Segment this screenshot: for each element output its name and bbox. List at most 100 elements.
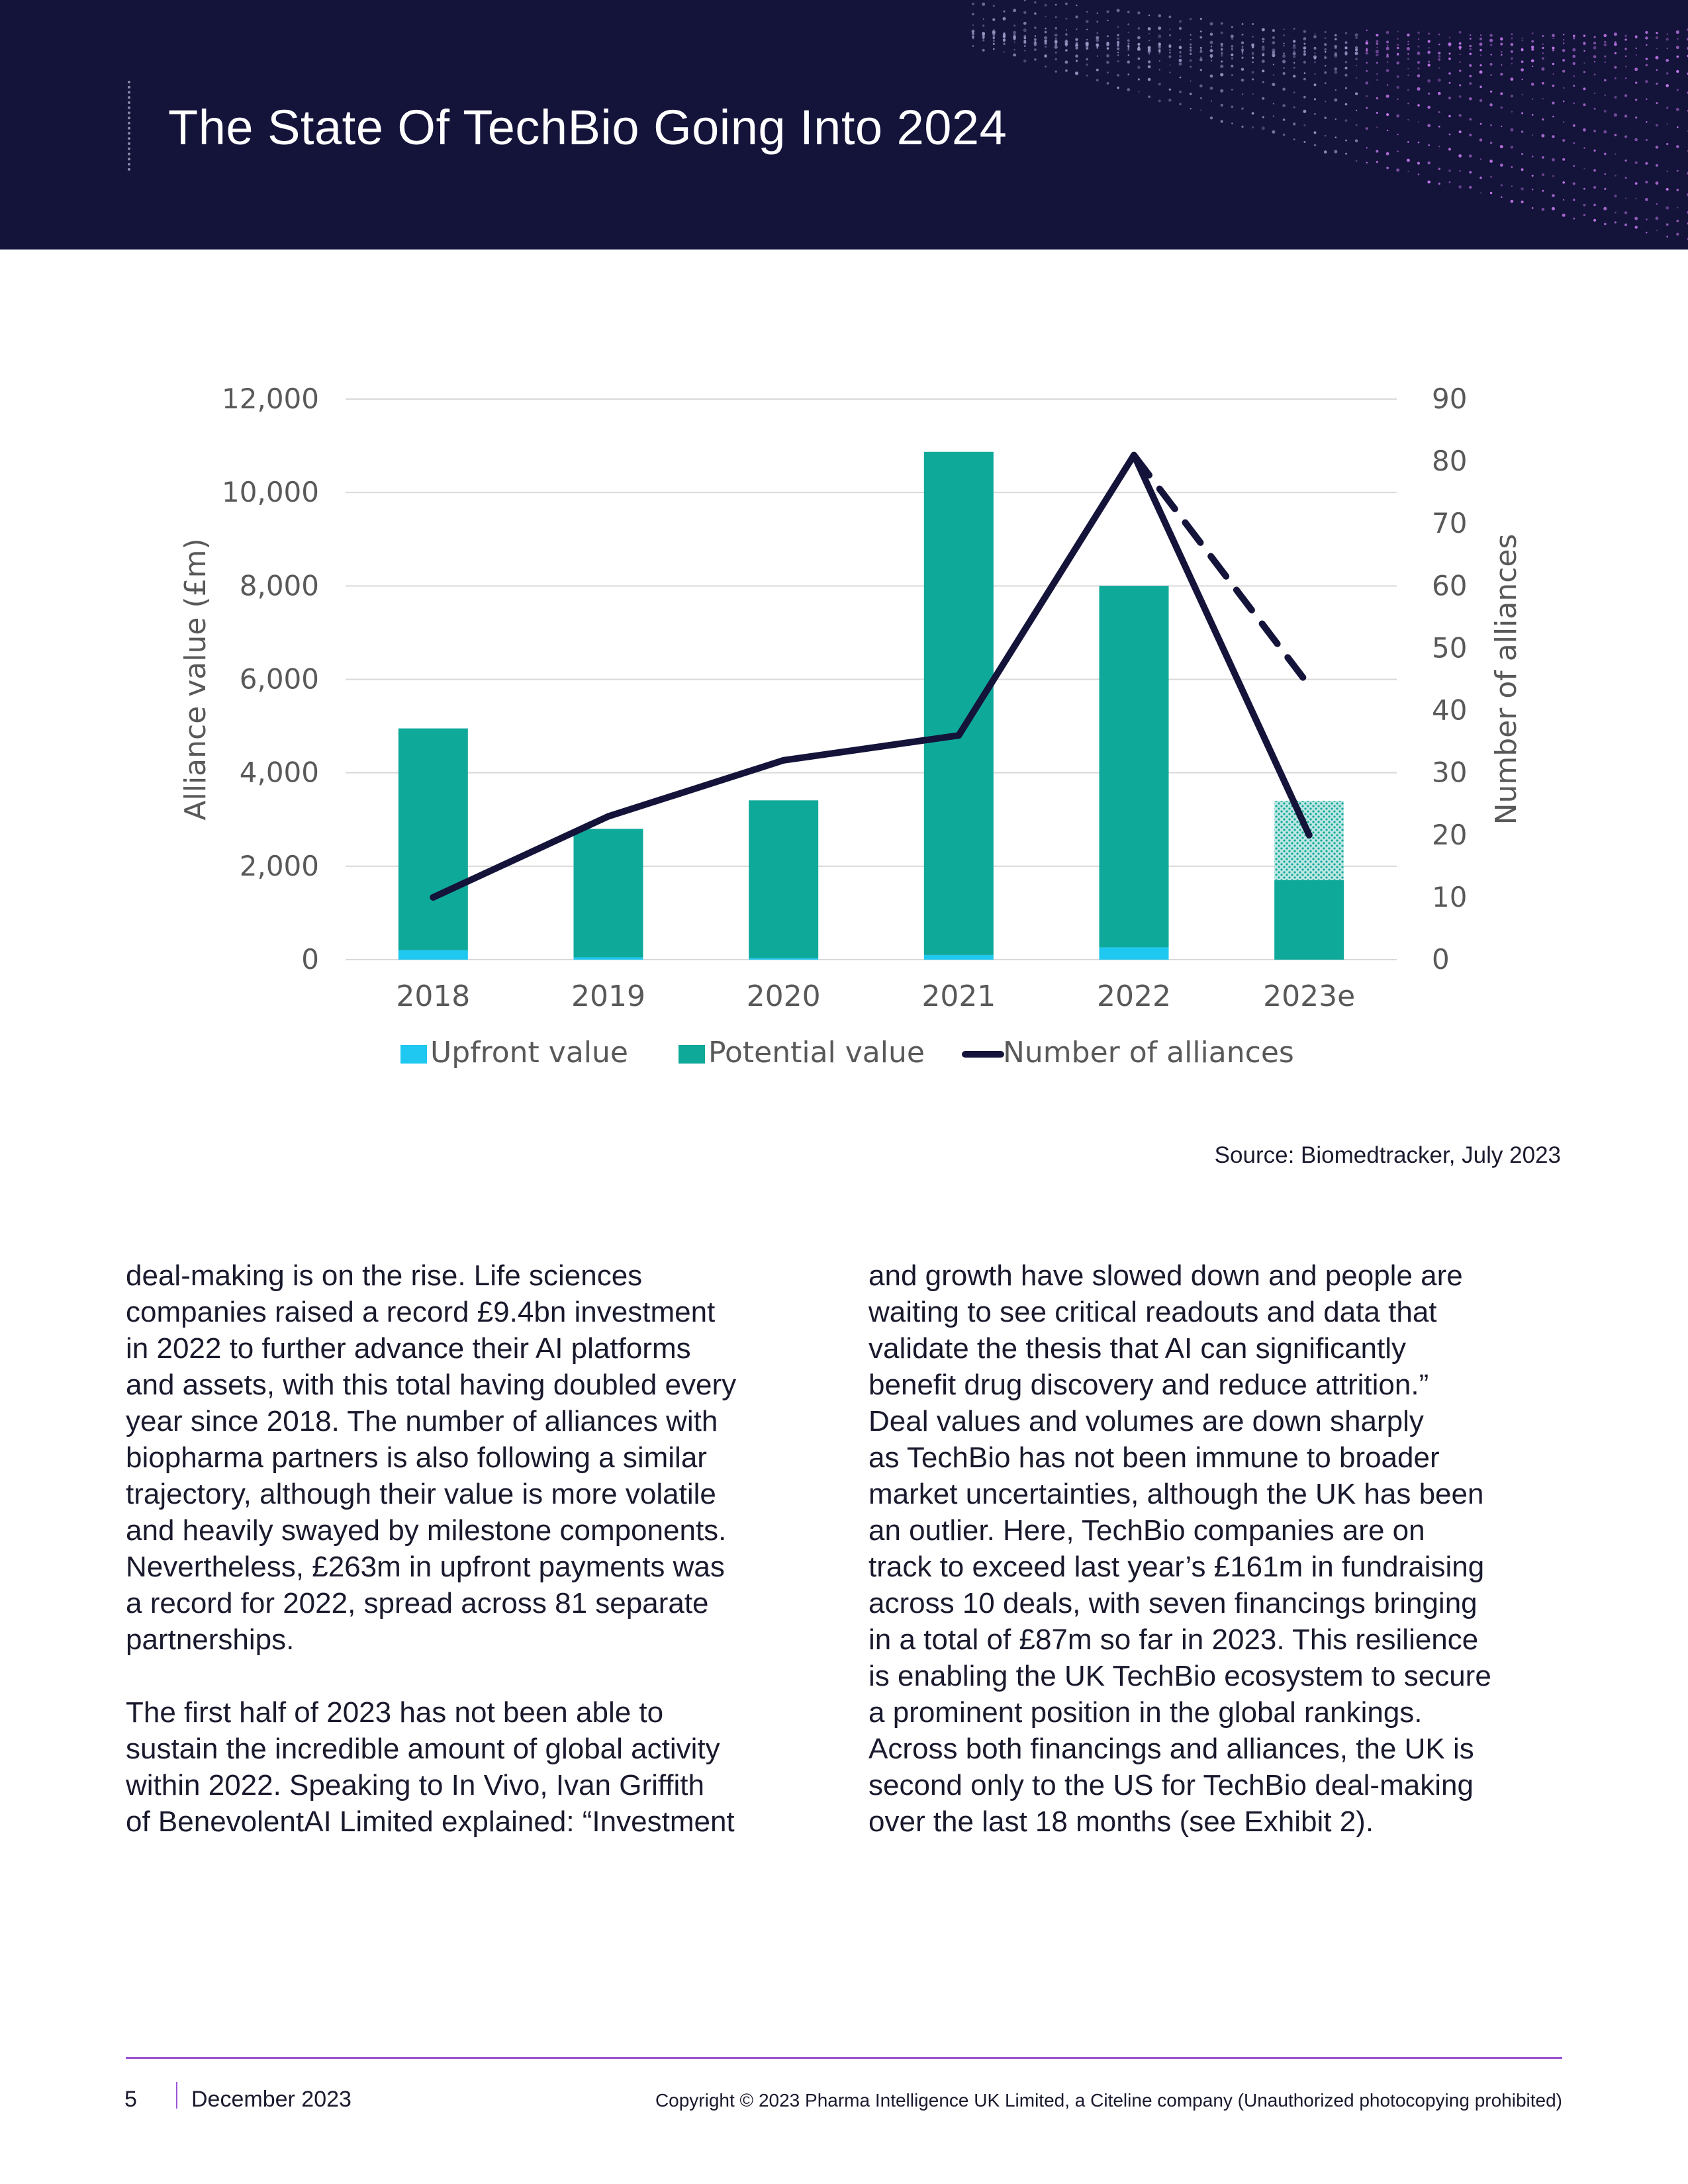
decoration-dot bbox=[1045, 66, 1047, 68]
decoration-dot bbox=[1604, 187, 1607, 190]
decoration-dot bbox=[1385, 54, 1389, 58]
decoration-dot bbox=[1386, 166, 1389, 169]
decoration-dot bbox=[1542, 118, 1544, 121]
y2-tick-label: 10 bbox=[1432, 881, 1467, 913]
decoration-dot bbox=[1158, 48, 1161, 51]
decoration-dot bbox=[1055, 16, 1057, 19]
decoration-dot bbox=[1385, 46, 1389, 50]
decoration-dot bbox=[1261, 60, 1265, 64]
decoration-dot bbox=[1499, 145, 1503, 149]
decoration-dot bbox=[1655, 181, 1659, 185]
decoration-dot bbox=[1532, 66, 1534, 68]
decoration-dot bbox=[1241, 48, 1244, 52]
decoration-dot bbox=[1220, 64, 1224, 68]
decoration-dot bbox=[1262, 54, 1265, 57]
decoration-dot bbox=[1199, 97, 1202, 100]
decoration-dot bbox=[1376, 79, 1378, 81]
decoration-dot bbox=[1178, 62, 1182, 66]
decoration-dot bbox=[1511, 111, 1513, 113]
decoration-dot bbox=[1583, 147, 1585, 149]
decoration-dot bbox=[1646, 98, 1648, 100]
decoration-dot bbox=[1220, 31, 1223, 34]
decoration-dot bbox=[1479, 37, 1482, 40]
decoration-dot bbox=[1075, 54, 1078, 58]
decoration-dot bbox=[1252, 56, 1254, 59]
decoration-dot bbox=[1511, 33, 1513, 36]
decoration-dot bbox=[1376, 34, 1379, 37]
decoration-dot bbox=[1624, 34, 1627, 37]
alliances-point bbox=[955, 732, 962, 739]
decoration-dot bbox=[1065, 49, 1068, 52]
decoration-dot bbox=[1024, 42, 1026, 44]
x-tick-label: 2023e bbox=[1263, 979, 1355, 1013]
legend-label-upfront: Upfront value bbox=[430, 1036, 628, 1069]
decoration-dot bbox=[1262, 45, 1265, 48]
decoration-dot bbox=[1385, 69, 1389, 72]
decoration-dot bbox=[1231, 105, 1234, 109]
decoration-dot bbox=[1593, 149, 1596, 152]
decoration-dot bbox=[1086, 74, 1088, 77]
decoration-dot bbox=[1178, 26, 1182, 30]
alliances-point bbox=[430, 893, 437, 901]
decoration-dot bbox=[1448, 181, 1451, 183]
decoration-dot bbox=[1531, 48, 1534, 51]
decoration-dot bbox=[1458, 46, 1462, 49]
decoration-dot bbox=[1345, 152, 1347, 155]
decoration-dot bbox=[1158, 34, 1162, 38]
decoration-dot bbox=[1231, 48, 1233, 50]
y-tick-label: 10,000 bbox=[222, 476, 319, 508]
decoration-dot bbox=[1427, 32, 1430, 35]
decoration-dot bbox=[1324, 50, 1327, 53]
decoration-dot bbox=[1479, 85, 1482, 88]
decoration-dot bbox=[1106, 43, 1109, 46]
decoration-dot bbox=[1293, 40, 1296, 43]
decoration-dot bbox=[1324, 82, 1327, 85]
decoration-dot bbox=[1045, 27, 1047, 30]
decoration-dot bbox=[1013, 37, 1016, 41]
decoration-dot bbox=[1023, 59, 1027, 63]
y2-tick-label: 0 bbox=[1432, 943, 1450, 976]
decoration-dot bbox=[1396, 85, 1399, 89]
decoration-dot bbox=[1562, 49, 1566, 52]
decoration-dot bbox=[1313, 57, 1317, 60]
decoration-dot bbox=[1003, 51, 1006, 53]
decoration-dot bbox=[1158, 83, 1161, 86]
decoration-dot bbox=[1127, 46, 1129, 48]
decoration-dot bbox=[1355, 58, 1358, 60]
decoration-dot bbox=[1469, 82, 1472, 85]
decoration-dot bbox=[1542, 34, 1544, 38]
decoration-dot bbox=[1417, 161, 1421, 165]
decoration-dot bbox=[1593, 92, 1596, 95]
decoration-dot bbox=[1583, 167, 1585, 169]
decoration-dot bbox=[1096, 79, 1099, 81]
alliances-chart: 0 2,000 4,000 6,000 8,000 10,000 12,000 0 10 20 30… bbox=[179, 383, 1523, 1069]
y2-axis-title: Number of alliances bbox=[1489, 534, 1523, 825]
decoration-dot bbox=[1262, 37, 1265, 41]
decoration-dot bbox=[1013, 53, 1016, 57]
decoration-dot bbox=[1272, 83, 1276, 87]
decoration-dot bbox=[1116, 37, 1120, 40]
decoration-dot bbox=[1117, 26, 1119, 28]
decoration-dot bbox=[1521, 112, 1524, 114]
decoration-dot bbox=[1552, 73, 1554, 75]
decoration-dot bbox=[1624, 197, 1627, 199]
decoration-dot bbox=[1676, 38, 1679, 40]
decoration-dot bbox=[1076, 4, 1078, 7]
x-tick-label: 2020 bbox=[747, 979, 821, 1013]
decoration-dot bbox=[1252, 78, 1254, 81]
decoration-dot bbox=[1241, 125, 1244, 128]
decoration-dot bbox=[1127, 39, 1130, 42]
decoration-dot bbox=[1065, 33, 1068, 36]
decoration-dot bbox=[1189, 48, 1192, 52]
decoration-dot bbox=[1635, 116, 1638, 119]
decoration-dot bbox=[1542, 52, 1544, 54]
decoration-dot bbox=[1200, 30, 1202, 32]
decoration-dot bbox=[1386, 129, 1389, 132]
decoration-dot bbox=[1573, 85, 1575, 87]
decoration-dot bbox=[1686, 37, 1688, 41]
decoration-dot bbox=[1158, 49, 1161, 52]
decoration-dot bbox=[1573, 217, 1575, 220]
decoration-dot bbox=[1106, 10, 1109, 13]
decoration-dot bbox=[1407, 43, 1409, 46]
decoration-dot bbox=[1096, 32, 1099, 34]
